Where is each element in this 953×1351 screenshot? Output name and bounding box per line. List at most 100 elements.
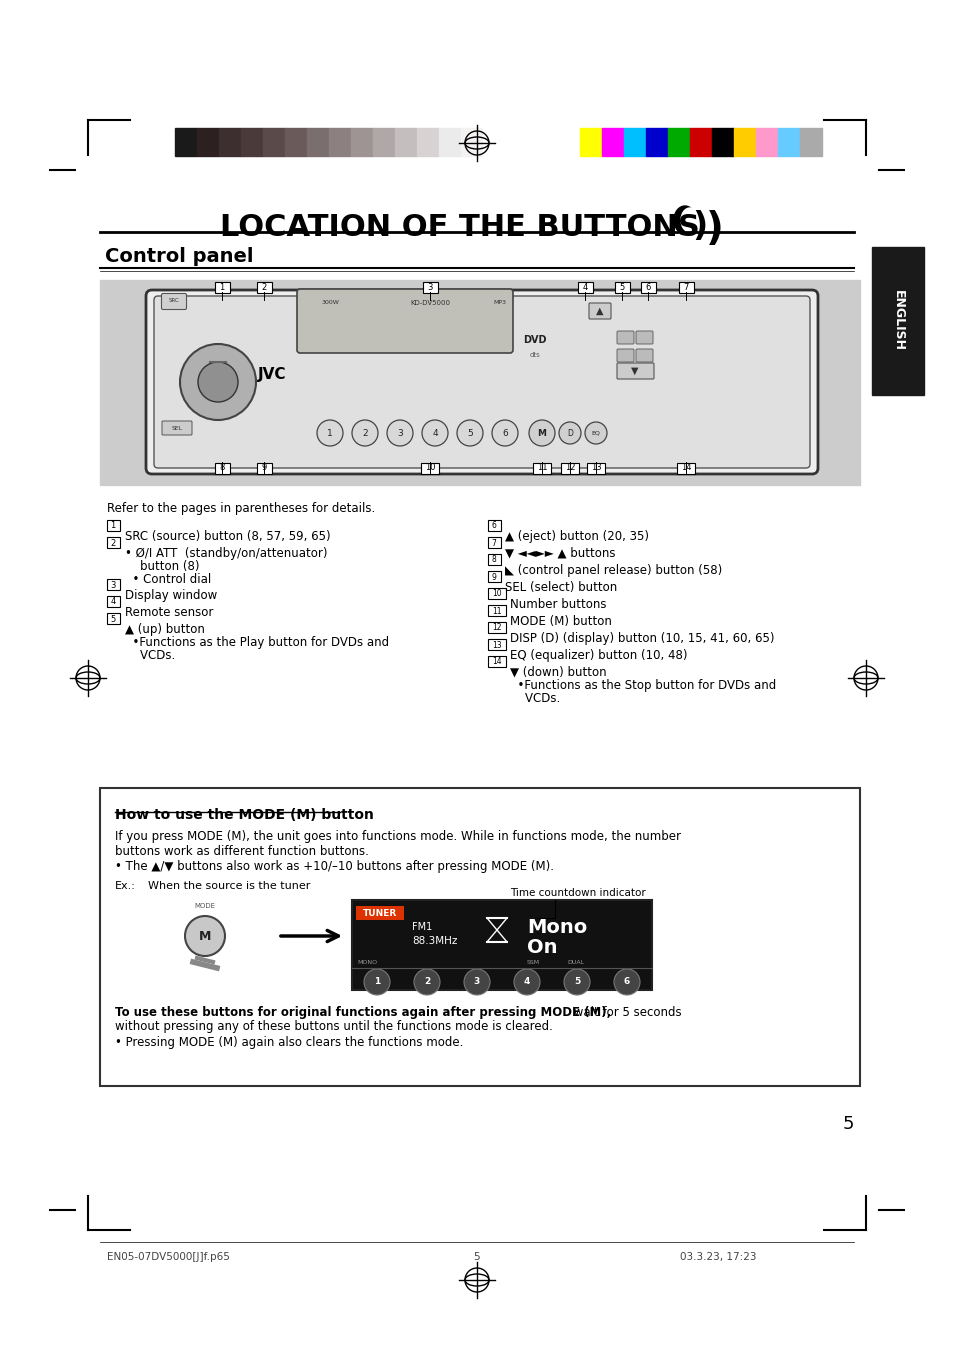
Bar: [689, 128, 711, 155]
Text: EQ (equalizer) button (10, 48): EQ (equalizer) button (10, 48): [510, 648, 687, 662]
Bar: [256, 463, 272, 474]
Bar: [263, 128, 285, 155]
Bar: [107, 580, 120, 590]
Text: ▲ (up) button: ▲ (up) button: [125, 623, 205, 636]
Text: EN05-07DV5000[J]f.p65: EN05-07DV5000[J]f.p65: [107, 1252, 230, 1262]
Bar: [488, 621, 505, 634]
Circle shape: [529, 420, 555, 446]
Text: How to use the MODE (M) button: How to use the MODE (M) button: [115, 808, 374, 821]
Bar: [488, 520, 500, 531]
Bar: [219, 128, 241, 155]
Circle shape: [180, 345, 255, 420]
Text: 6: 6: [623, 978, 630, 986]
Text: LOCATION OF THE BUTTONS: LOCATION OF THE BUTTONS: [220, 213, 700, 242]
Text: Ex.:: Ex.:: [115, 881, 135, 892]
Text: DUAL: DUAL: [566, 961, 583, 965]
FancyBboxPatch shape: [146, 290, 817, 474]
Circle shape: [198, 362, 237, 403]
Circle shape: [364, 969, 390, 994]
Bar: [645, 128, 667, 155]
Bar: [460, 128, 482, 155]
Bar: [107, 596, 120, 607]
Bar: [214, 282, 230, 293]
Text: 10: 10: [492, 589, 501, 598]
Text: 4: 4: [523, 978, 530, 986]
Text: 5: 5: [618, 282, 624, 292]
Text: 1: 1: [111, 521, 115, 531]
Text: 5: 5: [841, 1115, 853, 1133]
Bar: [560, 463, 578, 474]
Bar: [416, 128, 438, 155]
FancyBboxPatch shape: [588, 303, 610, 319]
Text: • Ø/I ATT  (standby/on/attenuator): • Ø/I ATT (standby/on/attenuator): [125, 547, 327, 561]
Bar: [488, 536, 500, 549]
Text: Time countdown indicator: Time countdown indicator: [510, 888, 645, 898]
Text: DVD: DVD: [522, 335, 546, 345]
Bar: [174, 128, 196, 155]
Bar: [755, 128, 778, 155]
Text: • Control dial: • Control dial: [125, 573, 211, 586]
Text: 5: 5: [574, 978, 579, 986]
Circle shape: [421, 420, 448, 446]
Bar: [733, 128, 755, 155]
Text: 11: 11: [492, 607, 501, 616]
Text: 9: 9: [261, 463, 266, 473]
Bar: [482, 128, 504, 155]
Text: To use these buttons for original functions again after pressing MODE (M),: To use these buttons for original functi…: [115, 1006, 611, 1019]
Text: 7: 7: [682, 282, 688, 292]
Text: 4: 4: [581, 282, 587, 292]
Text: ENGLISH: ENGLISH: [890, 289, 903, 350]
Text: Number buttons: Number buttons: [510, 598, 606, 611]
Text: 2: 2: [111, 539, 115, 547]
Bar: [800, 128, 821, 155]
Text: 3: 3: [111, 581, 115, 589]
Text: When the source is the tuner: When the source is the tuner: [148, 881, 310, 892]
Text: Control panel: Control panel: [105, 247, 253, 266]
Text: D: D: [566, 428, 573, 438]
Bar: [420, 463, 438, 474]
Bar: [677, 463, 695, 474]
Bar: [100, 788, 859, 1086]
Text: 5: 5: [474, 1252, 479, 1262]
Circle shape: [558, 422, 580, 444]
Bar: [256, 282, 272, 293]
Text: ): ): [705, 209, 723, 249]
FancyBboxPatch shape: [296, 289, 513, 353]
Text: MODE (M) button: MODE (M) button: [510, 615, 611, 628]
Text: ▲ (eject) button (20, 35): ▲ (eject) button (20, 35): [504, 530, 648, 543]
Text: 14: 14: [680, 463, 691, 473]
FancyBboxPatch shape: [153, 296, 809, 467]
Text: Mono: Mono: [526, 917, 587, 938]
Text: 8: 8: [491, 555, 496, 565]
Text: 3: 3: [474, 978, 479, 986]
Text: 4: 4: [111, 597, 115, 607]
FancyBboxPatch shape: [617, 331, 634, 345]
FancyBboxPatch shape: [161, 293, 186, 309]
Circle shape: [514, 969, 539, 994]
Text: 12: 12: [564, 463, 575, 473]
Text: SRC: SRC: [169, 299, 179, 304]
Circle shape: [387, 420, 413, 446]
Bar: [667, 128, 689, 155]
Ellipse shape: [680, 208, 699, 232]
Bar: [196, 128, 219, 155]
Text: 2: 2: [423, 978, 430, 986]
Circle shape: [414, 969, 439, 994]
Bar: [329, 128, 351, 155]
Text: M: M: [198, 929, 211, 943]
Circle shape: [463, 969, 490, 994]
Text: 300W: 300W: [321, 300, 338, 305]
Text: 2: 2: [261, 282, 266, 292]
Text: ▼ ◄◄►► ▲ buttons: ▼ ◄◄►► ▲ buttons: [504, 547, 615, 561]
Text: 3: 3: [427, 282, 433, 292]
Bar: [395, 128, 416, 155]
FancyBboxPatch shape: [617, 349, 634, 362]
Text: 3: 3: [396, 428, 402, 438]
Text: MP3: MP3: [493, 300, 506, 305]
Bar: [679, 282, 693, 293]
Text: 7: 7: [491, 539, 496, 547]
Text: dts: dts: [529, 353, 539, 358]
Text: 13: 13: [492, 640, 501, 650]
Bar: [351, 128, 373, 155]
Bar: [107, 536, 120, 549]
